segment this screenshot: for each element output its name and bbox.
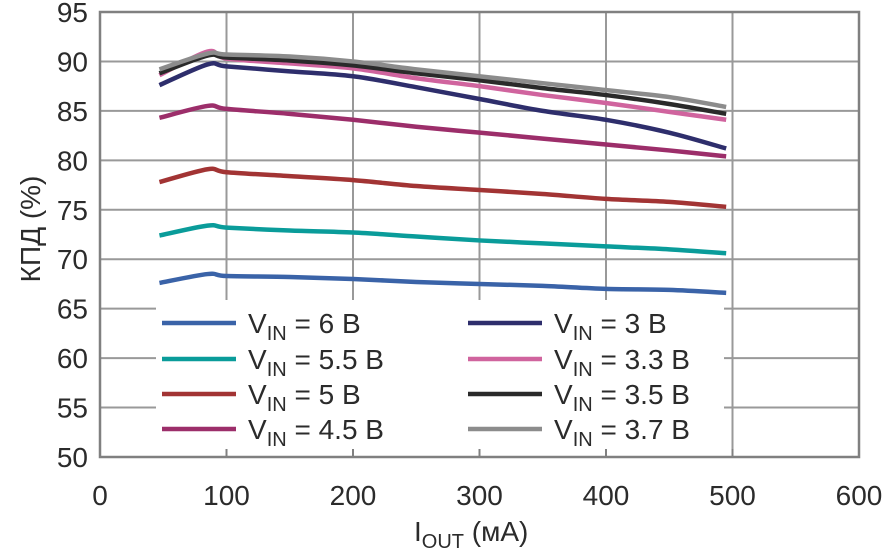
legend-label-sub: IN xyxy=(573,394,593,416)
legend-label-rest: = 3.5 B xyxy=(593,379,690,410)
legend-label-rest: = 3 B xyxy=(593,308,667,339)
legend-label: VIN = 3.5 B xyxy=(554,379,690,416)
legend-label-rest: = 3.3 B xyxy=(593,344,690,375)
y-tick-label: 60 xyxy=(57,343,88,374)
series-layer xyxy=(158,48,727,296)
y-axis-ticks: 50 55 60 65 70 75 80 85 90 95 xyxy=(57,0,88,473)
legend-label: VIN = 3.7 B xyxy=(554,414,690,451)
legend-item: VIN = 3.7 B xyxy=(468,414,690,451)
legend-label-sub: IN xyxy=(573,359,593,381)
legend-label-rest: = 5.5 B xyxy=(287,344,384,375)
legend-label: VIN = 6 B xyxy=(248,308,361,345)
legend-label-main: V xyxy=(554,344,573,375)
legend-label-main: V xyxy=(554,379,573,410)
legend-label-main: V xyxy=(554,414,573,445)
legend-label-sub: IN xyxy=(267,323,287,345)
legend-label-sub: IN xyxy=(573,429,593,451)
x-axis-title: IOUT (мА) xyxy=(414,516,528,551)
y-tick-label: 55 xyxy=(57,393,88,424)
legend-label-sub: IN xyxy=(267,359,287,381)
legend-label-main: V xyxy=(248,344,267,375)
legend-background xyxy=(156,300,724,452)
series-line-6_B xyxy=(159,271,727,296)
x-tick-label: 400 xyxy=(583,480,630,511)
y-tick-label: 80 xyxy=(57,145,88,176)
y-axis-title: КПД (%) xyxy=(15,176,46,283)
x-tick-label: 500 xyxy=(709,480,756,511)
legend-label-rest: = 3.7 B xyxy=(593,414,690,445)
y-tick-label: 85 xyxy=(57,96,88,127)
series-line-5_5_B xyxy=(159,222,727,256)
y-tick-label: 95 xyxy=(57,0,88,28)
legend-label-main: V xyxy=(248,308,267,339)
x-axis-title-sub: OUT xyxy=(422,531,464,551)
legend-label: VIN = 5.5 B xyxy=(248,344,384,381)
legend-label-sub: IN xyxy=(267,394,287,416)
legend-label-main: V xyxy=(554,308,573,339)
x-axis-ticks: 0 100 200 300 400 500 600 xyxy=(92,449,882,511)
legend-item: VIN = 3 B xyxy=(468,308,667,345)
y-tick-label: 50 xyxy=(57,442,88,473)
x-tick-label: 300 xyxy=(456,480,503,511)
legend-label-main: V xyxy=(248,379,267,410)
series-line-3_7_B xyxy=(158,50,727,110)
series-line-4_5_B xyxy=(158,103,727,159)
y-tick-label: 65 xyxy=(57,294,88,325)
series-line-3_B xyxy=(158,60,727,151)
x-axis-title-main: I xyxy=(414,516,422,547)
legend-label: VIN = 3.3 B xyxy=(554,344,690,381)
legend-label-rest: = 6 B xyxy=(287,308,361,339)
legend-label: VIN = 4.5 B xyxy=(248,414,384,451)
legend-label: VIN = 3 B xyxy=(554,308,667,345)
legend-item: VIN = 5.5 B xyxy=(162,344,384,381)
legend-label-sub: IN xyxy=(573,323,593,345)
legend-label: VIN = 5 B xyxy=(248,379,361,416)
legend-item: VIN = 4.5 B xyxy=(162,414,384,451)
y-tick-label: 75 xyxy=(57,195,88,226)
x-tick-label: 0 xyxy=(92,480,108,511)
series-line-5_B xyxy=(158,166,727,210)
x-tick-label: 600 xyxy=(836,480,883,511)
x-axis-title-rest: (мА) xyxy=(464,516,528,547)
legend-item: VIN = 5 B xyxy=(162,379,361,416)
legend-label-rest: = 5 B xyxy=(287,379,361,410)
y-tick-label: 70 xyxy=(57,244,88,275)
y-tick-label: 90 xyxy=(57,46,88,77)
x-tick-label: 100 xyxy=(203,480,250,511)
legend-item: VIN = 3.3 B xyxy=(468,344,690,381)
legend-label-sub: IN xyxy=(267,429,287,451)
legend-label-rest: = 4.5 B xyxy=(287,414,384,445)
series-line-3_5_B xyxy=(158,52,727,117)
x-tick-label: 200 xyxy=(330,480,377,511)
legend-item: VIN = 6 B xyxy=(162,308,361,345)
legend-label-main: V xyxy=(248,414,267,445)
legend-item: VIN = 3.5 B xyxy=(468,379,690,416)
